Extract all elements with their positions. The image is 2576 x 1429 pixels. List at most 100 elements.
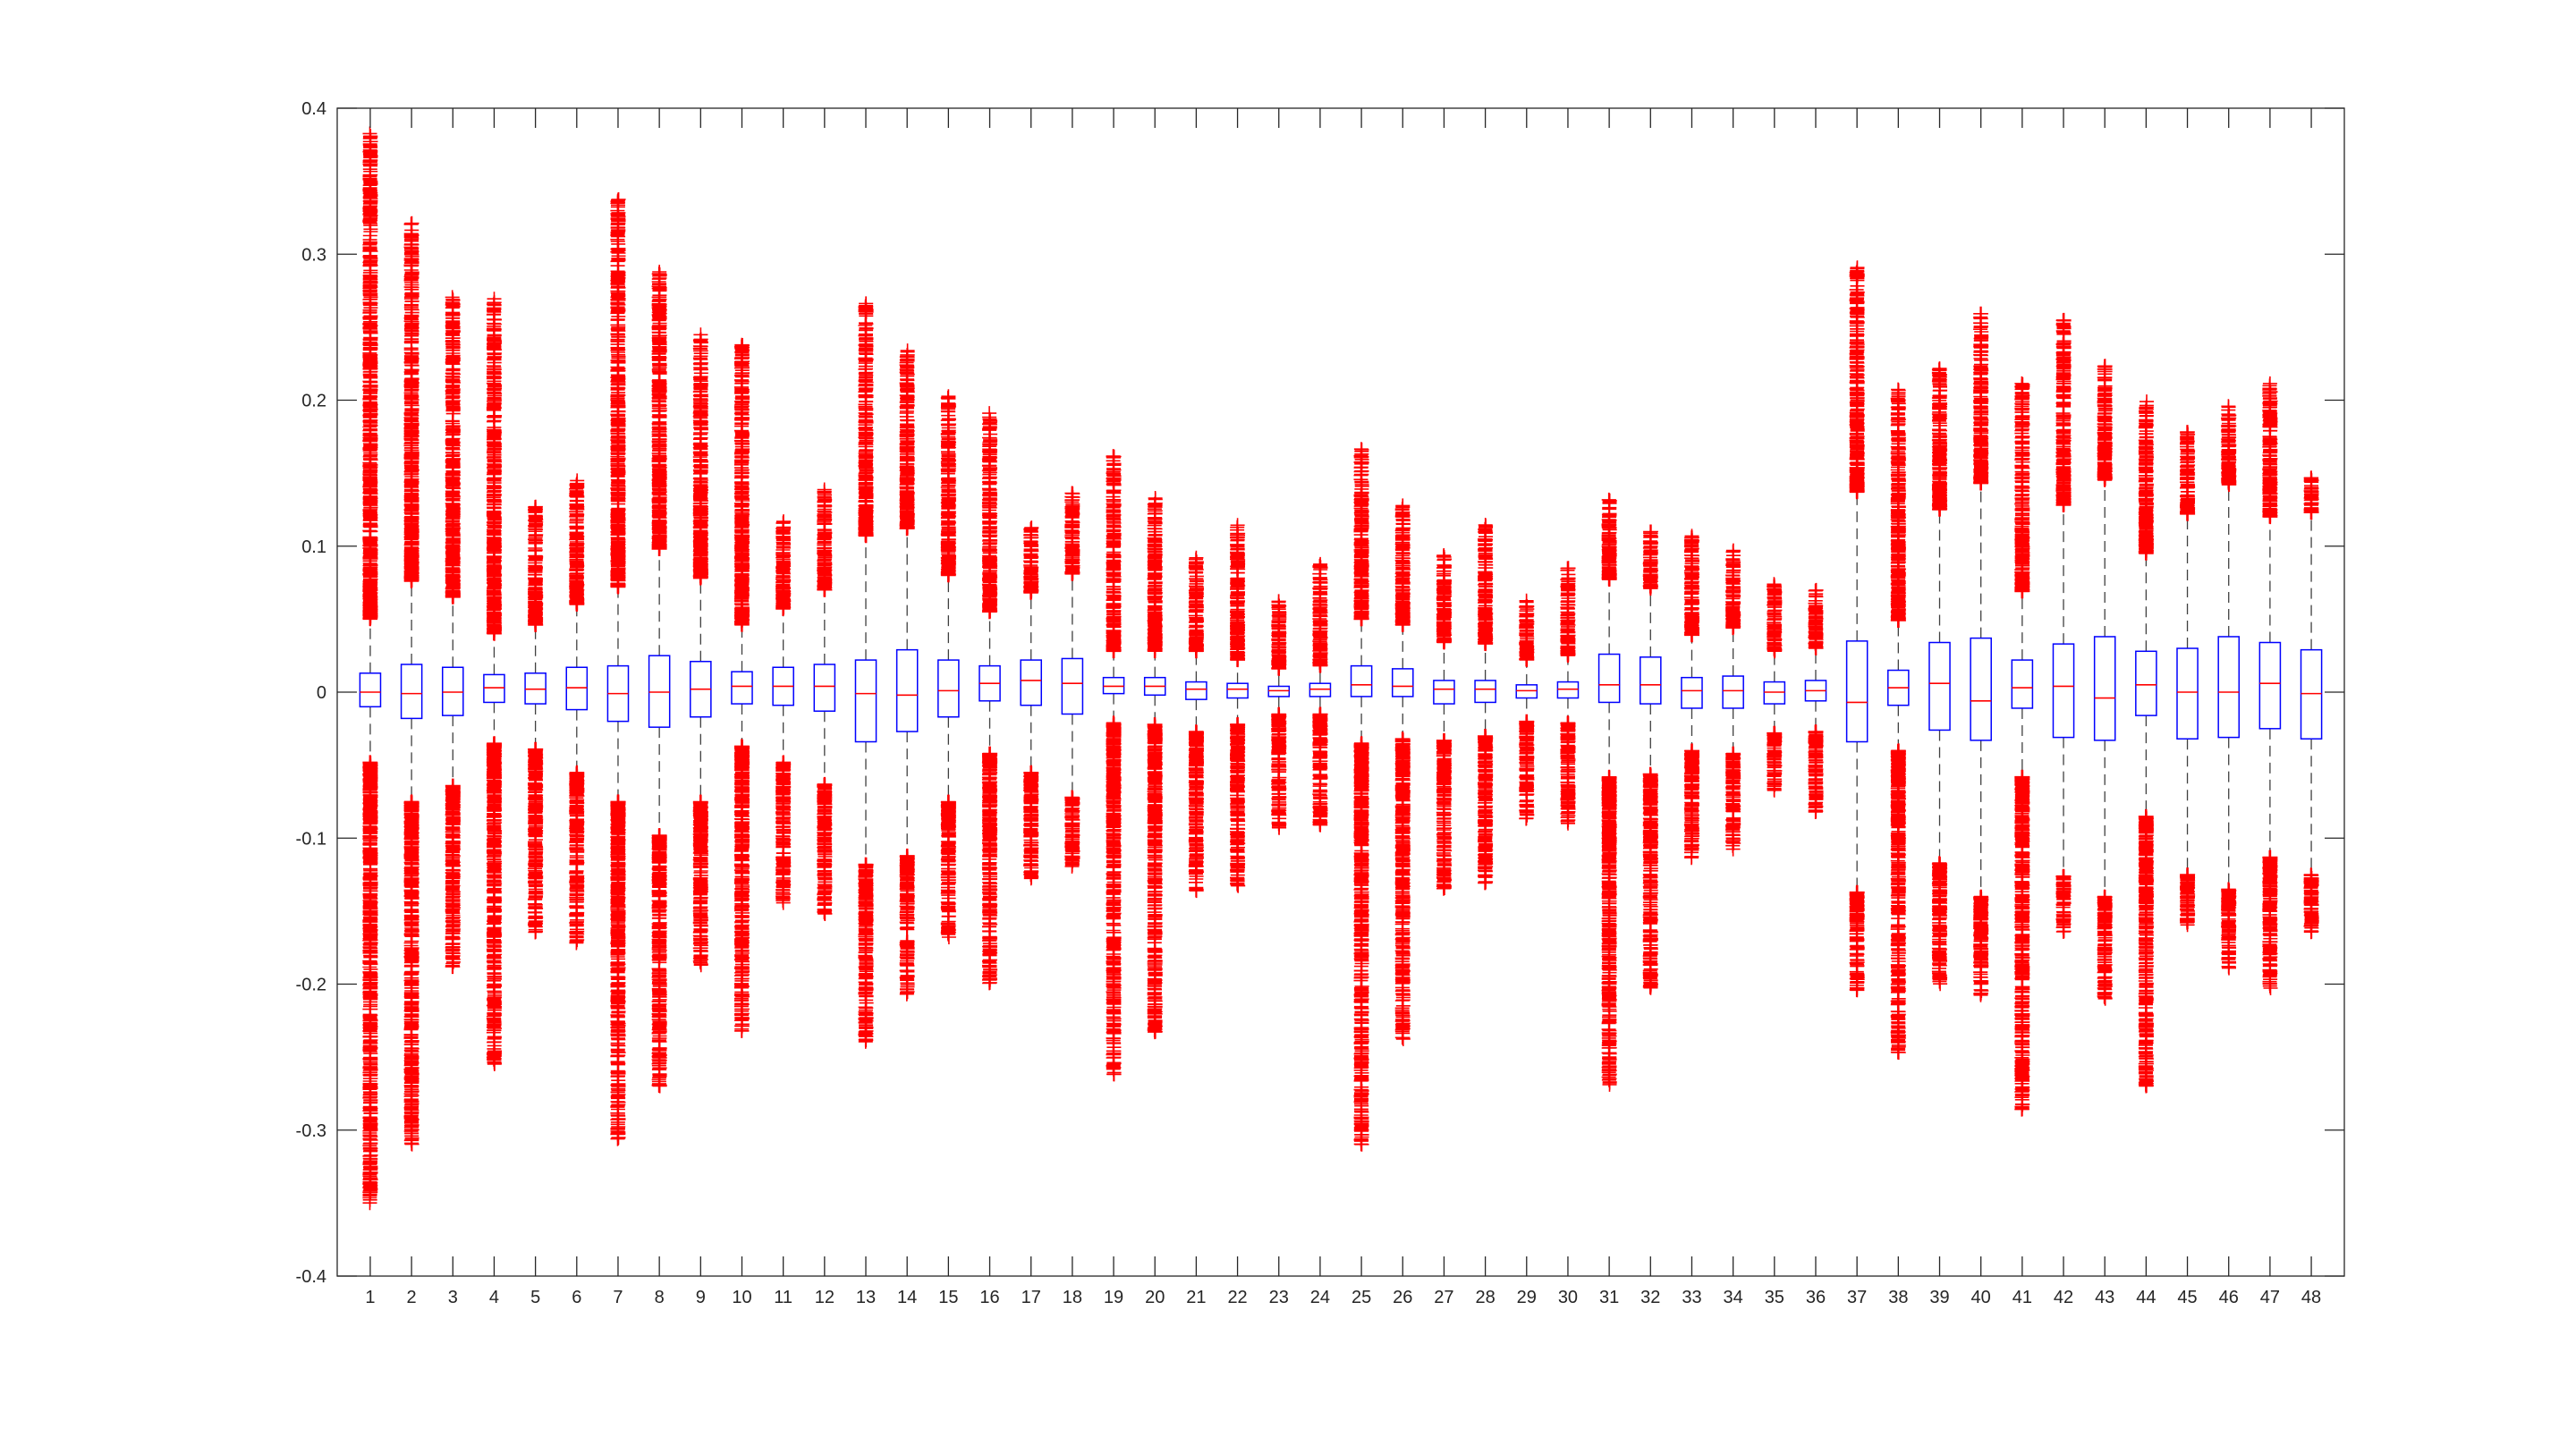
x-tick-label: 39	[1929, 1288, 1949, 1307]
iqr-box	[1102, 676, 1125, 695]
upper-outliers	[1973, 306, 1989, 491]
box-1	[359, 126, 382, 1211]
box-20	[1143, 491, 1166, 1040]
box-4	[483, 292, 505, 1071]
lower-outliers	[1808, 724, 1824, 819]
box-42	[2052, 312, 2075, 939]
box-13	[854, 296, 877, 1049]
lower-outliers	[858, 857, 874, 1049]
x-tick-label: 12	[815, 1288, 835, 1307]
lower-outliers	[2262, 850, 2278, 995]
lower-outliers	[1188, 724, 1204, 899]
lower-outliers	[403, 794, 419, 1152]
box-41	[2011, 376, 2034, 1117]
lower-outliers	[1767, 725, 1783, 798]
iqr-box	[731, 671, 753, 705]
upper-outliers	[899, 343, 915, 537]
box-48	[2300, 470, 2323, 940]
box-47	[2258, 376, 2282, 995]
x-tick-label: 32	[1640, 1288, 1660, 1307]
upper-outliers	[1023, 520, 1039, 600]
x-tick-label: 3	[448, 1288, 458, 1307]
box-3	[441, 290, 464, 975]
y-tick-label: -0.4	[296, 1267, 326, 1287]
iqr-box	[1722, 675, 1744, 709]
x-tick-label: 21	[1186, 1288, 1206, 1307]
box-10	[731, 337, 753, 1038]
x-tick-label: 4	[489, 1288, 499, 1307]
x-tick-label: 9	[696, 1288, 706, 1307]
upper-outliers	[2221, 399, 2237, 493]
iqr-box	[1061, 657, 1084, 715]
box-6	[565, 473, 589, 951]
x-tick-label: 16	[979, 1288, 999, 1307]
box-38	[1887, 382, 1910, 1060]
lower-outliers	[1023, 765, 1039, 886]
x-tick-label: 14	[897, 1288, 917, 1307]
box-44	[2135, 394, 2157, 1094]
x-tick-label: 33	[1682, 1288, 1701, 1307]
lower-outliers	[1147, 717, 1163, 1040]
lower-outliers	[2221, 882, 2237, 976]
lower-outliers	[1725, 746, 1741, 857]
iqr-box	[400, 664, 423, 720]
x-tick-label: 19	[1104, 1288, 1123, 1307]
x-tick-label: 27	[1434, 1288, 1453, 1307]
upper-outliers	[1849, 260, 1865, 500]
upper-outliers	[1890, 382, 1906, 628]
lower-outliers	[445, 778, 461, 975]
iqr-box	[2258, 641, 2282, 730]
iqr-box	[813, 664, 836, 712]
upper-outliers	[1106, 449, 1122, 659]
upper-outliers	[1642, 524, 1658, 596]
y-tick-label: 0.2	[301, 392, 326, 411]
lower-outliers	[899, 848, 915, 1002]
x-tick-label: 36	[1806, 1288, 1826, 1307]
box-27	[1433, 548, 1455, 896]
iqr-box	[1928, 641, 1951, 731]
x-tick-label: 15	[938, 1288, 958, 1307]
x-tick-label: 42	[2054, 1288, 2073, 1307]
box-30	[1556, 561, 1580, 831]
x-tick-label: 43	[2095, 1288, 2114, 1307]
upper-outliers	[610, 192, 626, 595]
lower-outliers	[1271, 706, 1287, 835]
x-tick-label: 34	[1724, 1288, 1743, 1307]
box-28	[1474, 518, 1496, 891]
lower-outliers	[2138, 808, 2154, 1094]
lower-outliers	[2055, 868, 2072, 939]
x-tick-label: 2	[407, 1288, 417, 1307]
lower-outliers	[1394, 731, 1411, 1046]
box-43	[2093, 359, 2116, 1006]
lower-outliers	[1064, 790, 1080, 874]
upper-outliers	[403, 216, 419, 588]
upper-outliers	[940, 389, 956, 583]
x-tick-label: 29	[1517, 1288, 1537, 1307]
upper-outliers	[651, 265, 667, 556]
box-7	[606, 192, 630, 1146]
plot-area	[359, 126, 2323, 1211]
iqr-box	[2052, 643, 2075, 739]
upper-outliers	[817, 482, 833, 597]
upper-outliers	[2303, 470, 2319, 520]
lower-outliers	[692, 794, 708, 973]
box-39	[1928, 361, 1951, 992]
iqr-box	[895, 648, 919, 732]
upper-outliers	[1394, 498, 1411, 632]
y-tick-label: 0	[317, 683, 326, 703]
lower-outliers	[1106, 715, 1122, 1082]
x-tick-label: 18	[1063, 1288, 1082, 1307]
box-45	[2176, 425, 2199, 933]
box-21	[1185, 550, 1208, 899]
upper-outliers	[362, 126, 378, 627]
iqr-box	[1556, 681, 1580, 699]
iqr-box	[1350, 664, 1373, 698]
box-18	[1061, 486, 1084, 874]
upper-outliers	[1353, 442, 1369, 627]
iqr-box	[1845, 640, 1868, 743]
lower-outliers	[1353, 736, 1369, 1152]
y-tick-label: -0.1	[296, 829, 326, 849]
lower-outliers	[651, 828, 667, 1094]
box-34	[1722, 543, 1744, 857]
upper-outliers	[1725, 543, 1741, 636]
